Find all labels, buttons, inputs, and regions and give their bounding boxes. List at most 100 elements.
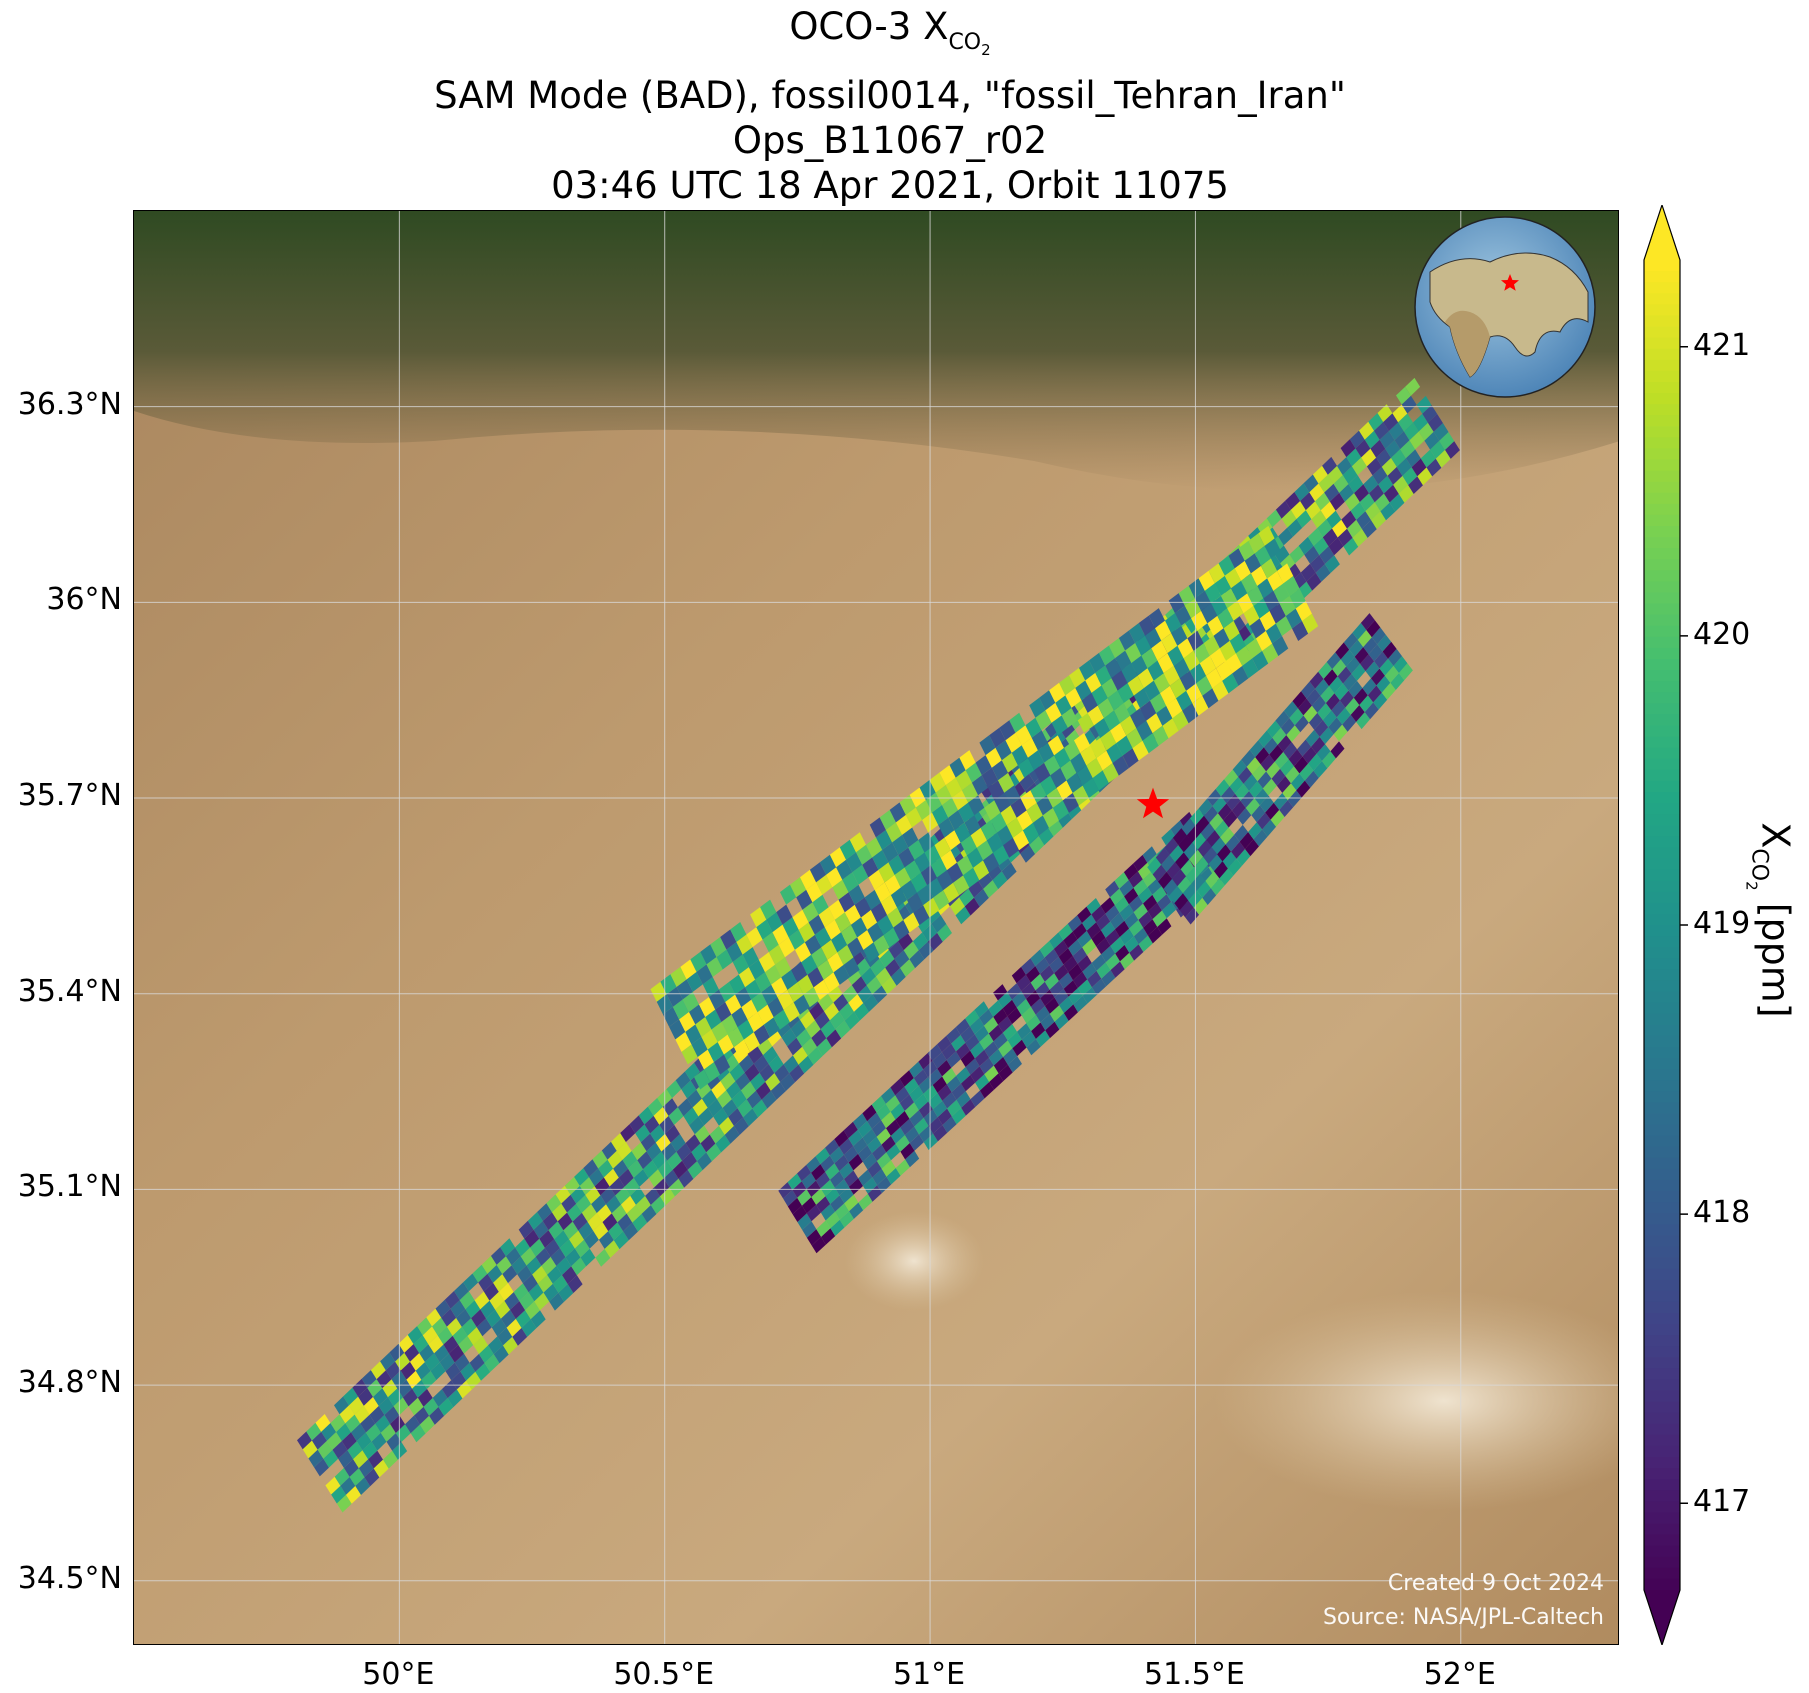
xco2-cell [1007, 1031, 1022, 1049]
xco2-cell [1332, 519, 1347, 538]
xco2-cell [1177, 876, 1192, 894]
xco2-cell [947, 1099, 962, 1117]
xco2-cell [1243, 774, 1258, 791]
xco2-cell [1329, 676, 1343, 694]
xco2-cell [488, 1336, 503, 1355]
xco2-cell [744, 1063, 760, 1082]
xco2-cell [1073, 971, 1088, 988]
xco2-cell [898, 847, 915, 868]
xco2-cell [1362, 678, 1377, 696]
xco2-cell [537, 1274, 553, 1293]
xco2-cell [1222, 673, 1239, 694]
xco2-cell [1393, 475, 1409, 494]
xco2-cell [1371, 511, 1386, 530]
xco2-cell [1320, 501, 1336, 520]
xco2-cell [447, 1389, 463, 1408]
xco2-cell [1114, 872, 1129, 889]
colorbar-segment [1644, 803, 1680, 815]
xco2-cell [1155, 847, 1170, 865]
xco2-cell [916, 914, 932, 933]
xco2-cell [504, 1292, 520, 1310]
xco2-cell [1217, 803, 1232, 821]
xco2-cell [833, 964, 850, 985]
xco2-cell [1266, 720, 1281, 738]
xco2-cell [1100, 921, 1115, 938]
xco2-cell [992, 871, 1008, 890]
xco2-cell [706, 957, 723, 977]
xco2-cell [813, 979, 830, 1000]
colorbar-segment [1644, 869, 1680, 882]
xco2-cell [1226, 653, 1243, 674]
xco2-cell [1194, 590, 1212, 611]
xco2-cell [668, 1107, 684, 1125]
xco2-cell [647, 1097, 663, 1116]
xco2-cell [797, 1213, 812, 1230]
colorbar-segment [1644, 271, 1680, 283]
map-panel[interactable]: Created 9 Oct 2024 Source: NASA/JPL-Calt… [133, 210, 1619, 1645]
xco2-cell [314, 1458, 329, 1477]
xco2-cell [709, 1125, 725, 1144]
xco2-cell [876, 1128, 891, 1145]
colorbar-segment [1644, 359, 1680, 372]
xco2-cell [886, 1119, 901, 1136]
xco2-cell [371, 1432, 387, 1451]
xco2-cell [1283, 742, 1298, 760]
xco2-cell [1115, 944, 1130, 962]
xco2-cell [666, 1080, 682, 1099]
xco2-cell [942, 797, 959, 818]
xco2-cell [858, 1193, 873, 1211]
xco2-cell [1238, 766, 1253, 784]
xco2-cell [913, 1069, 928, 1086]
xco2-cell [927, 1044, 942, 1061]
xco2-cell [1168, 593, 1185, 614]
xco2-cell [1054, 964, 1069, 981]
xco2-cell [1272, 636, 1289, 656]
xco2-cell [811, 1029, 827, 1047]
xco2-cell [515, 1238, 530, 1257]
xco2-cell [774, 1064, 790, 1082]
xco2-cell [942, 1116, 957, 1133]
colorbar-segment [1644, 836, 1680, 849]
xco2-cell [1355, 439, 1371, 458]
xco2-cell [637, 1151, 653, 1170]
lat-tick-label: 35.4°N [17, 973, 122, 1009]
xco2-cell [1077, 906, 1092, 923]
lon-tick-label: 51.5°E [1144, 1657, 1245, 1692]
xco2-cell [1235, 645, 1253, 666]
xco2-cell [757, 1037, 773, 1055]
xco2-cell [867, 1161, 882, 1178]
xco2-cell [857, 929, 874, 950]
xco2-cell [1021, 958, 1036, 975]
colorbar-segment [1644, 670, 1680, 682]
xco2-cell [835, 1020, 851, 1039]
xco2-cell [816, 1196, 831, 1213]
xco2-cell [1040, 965, 1055, 982]
xco2-cell [746, 927, 763, 948]
xco2-cell [576, 1194, 592, 1213]
xco2-cell [731, 1090, 747, 1109]
xco2-cell [999, 720, 1016, 741]
colorbar-segment [1644, 880, 1680, 893]
xco2-cell [899, 794, 916, 815]
xco2-cell [736, 934, 753, 955]
xco2-cell [1420, 449, 1436, 468]
xco2-cell [460, 1362, 476, 1381]
xco2-cell [1265, 802, 1280, 820]
xco2-cell [676, 1143, 692, 1161]
xco2-cell [1229, 776, 1244, 794]
alborz-mountains [134, 211, 1618, 492]
xco2-cell [1300, 492, 1315, 511]
xco2-cell [828, 899, 845, 920]
xco2-cell [1086, 758, 1103, 778]
xco2-cell [382, 1379, 398, 1398]
xco2-cell [848, 1129, 863, 1147]
xco2-cell [830, 1171, 845, 1188]
xco2-cell [979, 735, 996, 756]
colorbar-label: XCO2 [ppm] [1742, 822, 1798, 1018]
xco2-cell [831, 932, 848, 953]
xco2-cell [1026, 990, 1041, 1007]
xco2-cell [1036, 795, 1053, 816]
xco2-cell [1380, 502, 1396, 521]
xco2-cell [1186, 683, 1203, 704]
xco2-cell [1253, 598, 1270, 619]
